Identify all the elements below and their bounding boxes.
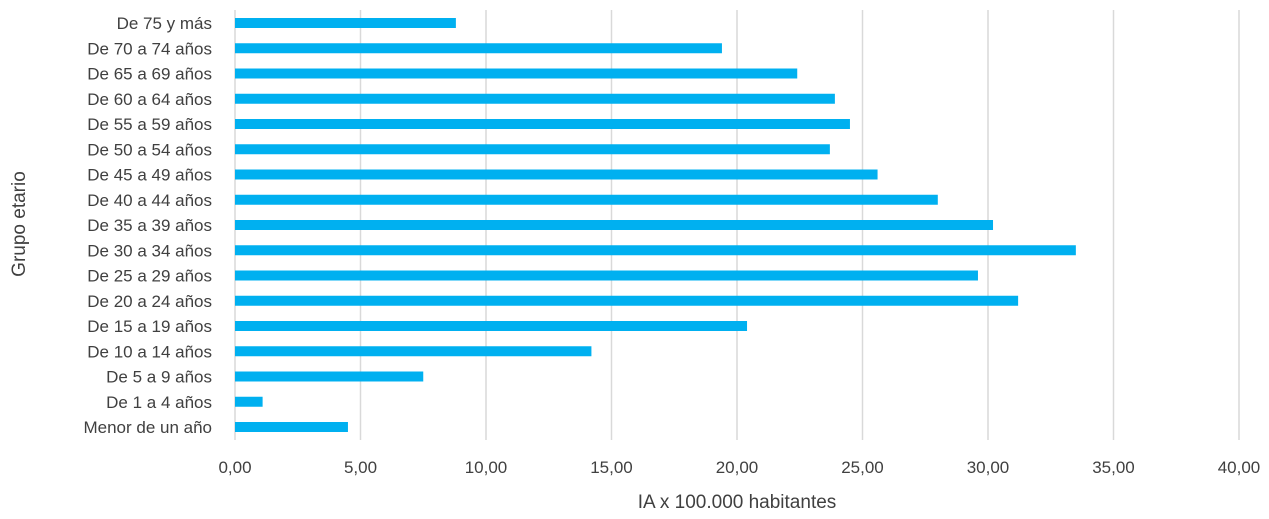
bar (235, 68, 798, 79)
x-tick-label: 35,00 (1092, 458, 1135, 477)
bar (235, 43, 722, 54)
x-tick-label: 5,00 (344, 458, 377, 477)
bar (235, 220, 994, 230)
x-tick-label: 25,00 (841, 458, 884, 477)
bar (235, 422, 348, 432)
category-label: De 5 a 9 años (106, 368, 212, 387)
x-tick-label: 30,00 (967, 458, 1010, 477)
bars (235, 18, 1076, 432)
category-labels: De 75 y más De 70 a 74 años De 65 a 69 año… (83, 14, 212, 437)
category-label: De 75 y más (117, 14, 212, 33)
bar (235, 295, 1019, 306)
x-tick-label: 0,00 (218, 458, 251, 477)
bar (235, 346, 592, 357)
category-label: De 65 a 69 años (87, 65, 212, 84)
category-label: De 60 a 64 años (87, 90, 212, 109)
x-tick-labels: 0,00 5,00 10,00 15,00 20,00 25,00 30,00 35,00 40… (218, 458, 1260, 477)
category-label: De 50 a 54 años (87, 140, 212, 159)
bar (235, 144, 830, 155)
category-label: De 70 a 74 años (87, 39, 212, 58)
category-label: De 55 a 59 años (87, 115, 212, 134)
bar (235, 270, 978, 281)
category-label: De 20 a 24 años (87, 292, 212, 311)
bar (235, 169, 878, 180)
bar (235, 119, 850, 129)
category-label: De 1 a 4 años (106, 393, 212, 412)
category-label: De 25 a 29 años (87, 267, 212, 286)
y-axis-title: Grupo etario (9, 171, 30, 277)
bar (235, 93, 835, 104)
category-label: Menor de un año (83, 418, 212, 437)
category-label: De 35 a 39 años (87, 216, 212, 235)
bar (235, 18, 456, 28)
x-tick-label: 15,00 (590, 458, 633, 477)
x-tick-label: 40,00 (1218, 458, 1261, 477)
category-label: De 30 a 34 años (87, 241, 212, 260)
category-label: De 15 a 19 años (87, 317, 212, 336)
bar (235, 245, 1076, 256)
bar (235, 396, 263, 407)
bar (235, 321, 748, 331)
category-label: De 40 a 44 años (87, 191, 212, 210)
category-label: De 45 a 49 años (87, 166, 212, 185)
x-tick-label: 10,00 (465, 458, 508, 477)
category-label: De 10 a 14 años (87, 342, 212, 361)
bar (235, 194, 938, 205)
x-tick-label: 20,00 (716, 458, 759, 477)
bar (235, 371, 424, 382)
x-axis-title: IA x 100.000 habitantes (638, 492, 837, 513)
